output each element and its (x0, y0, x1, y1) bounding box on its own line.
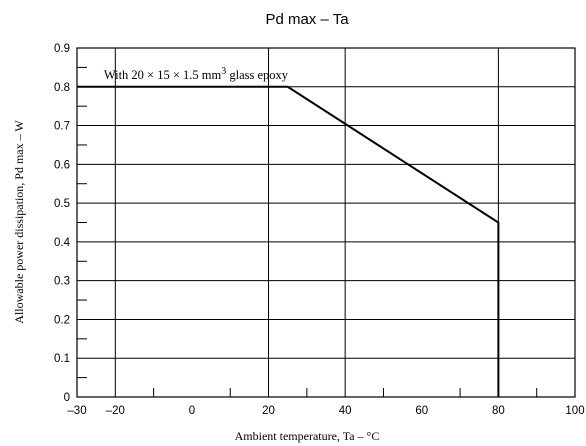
x-tick-label: 40 (339, 405, 352, 417)
annotation-text-after: glass epoxy (226, 68, 289, 82)
y-tick-label: 0 (64, 392, 70, 404)
annotation-text-before: With 20 × 15 × 1.5 mm (104, 68, 222, 82)
y-tick-labels: 0 0.1 0.2 0.3 0.4 0.5 0.6 0.7 0.8 0.9 (54, 43, 71, 404)
x-tick-label: –30 (67, 405, 86, 417)
x-tick-label: 80 (492, 405, 505, 417)
y-tick-label: 0.9 (54, 43, 70, 55)
chart-title: Pd max – Ta (265, 11, 349, 28)
y-tick-label: 0.6 (54, 159, 70, 171)
x-tick-label: 60 (415, 405, 428, 417)
x-tick-label: 0 (189, 405, 195, 417)
x-tick-labels: –30 –20 0 20 40 60 80 100 (67, 405, 584, 417)
x-tick-label: 20 (262, 405, 275, 417)
y-tick-label: 0.7 (54, 121, 70, 133)
y-tick-label: 0.2 (54, 314, 70, 326)
plot-frame (76, 47, 576, 398)
y-tick-label: 0.3 (54, 276, 70, 288)
y-axis-label: Allowable power dissipation, Pd max – W (12, 120, 26, 324)
y-tick-label: 0.5 (54, 198, 70, 210)
x-tick-label: 100 (565, 405, 584, 417)
y-tick-label: 0.4 (54, 237, 71, 249)
y-tick-label: 0.8 (54, 82, 70, 94)
series-layer (77, 85, 500, 397)
grid-layer (77, 48, 575, 397)
x-tick-label: –20 (106, 405, 125, 417)
minor-ticks (77, 66, 538, 397)
derating-curve (77, 85, 500, 397)
annotation-glass-epoxy: With 20 × 15 × 1.5 mm3 glass epoxy (104, 66, 289, 82)
y-tick-label: 0.1 (54, 353, 70, 365)
x-axis-label: Ambient temperature, Ta – °C (235, 429, 380, 443)
annotation-superscript: 3 (221, 66, 226, 77)
